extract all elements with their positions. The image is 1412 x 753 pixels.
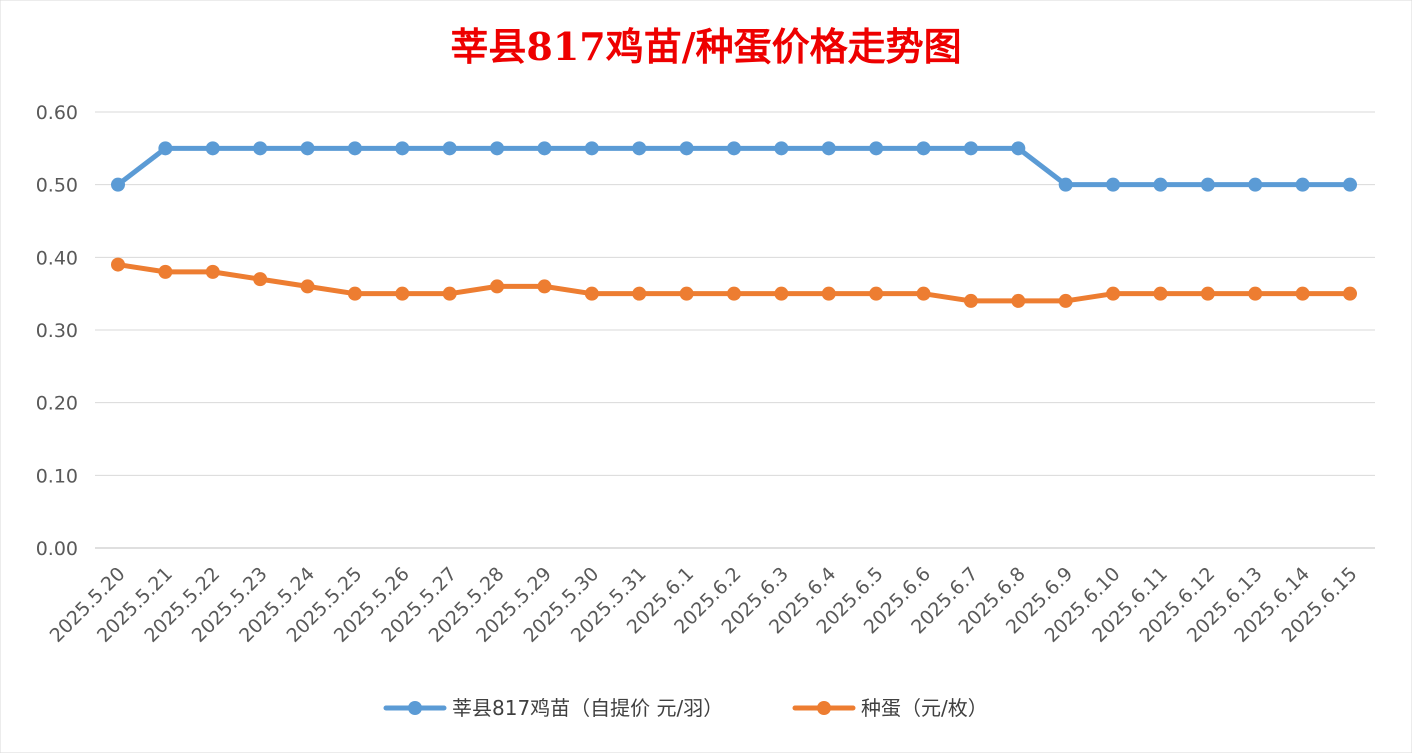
data-point bbox=[1248, 177, 1263, 192]
data-point bbox=[1106, 286, 1121, 301]
data-point bbox=[442, 141, 457, 156]
data-point bbox=[1106, 177, 1121, 192]
series-1 bbox=[111, 257, 1357, 308]
data-point bbox=[395, 141, 410, 156]
data-point bbox=[916, 286, 931, 301]
y-tick-label: 0.10 bbox=[36, 465, 78, 487]
data-point bbox=[679, 141, 694, 156]
data-point bbox=[1058, 177, 1073, 192]
data-point bbox=[347, 141, 362, 156]
data-point bbox=[821, 286, 836, 301]
data-point bbox=[490, 141, 505, 156]
data-point bbox=[774, 141, 789, 156]
data-point bbox=[300, 279, 315, 294]
series-0 bbox=[111, 141, 1357, 192]
data-point bbox=[1011, 293, 1026, 308]
data-point bbox=[869, 141, 884, 156]
legend-item: 种蛋（元/枚） bbox=[792, 696, 988, 720]
data-point bbox=[1011, 141, 1026, 156]
data-point bbox=[253, 272, 268, 287]
y-tick-label: 0.30 bbox=[36, 320, 78, 342]
data-point bbox=[537, 279, 552, 294]
data-point bbox=[869, 286, 884, 301]
data-point bbox=[727, 141, 741, 156]
data-point bbox=[963, 141, 978, 156]
y-tick-label: 0.50 bbox=[36, 175, 78, 197]
data-point bbox=[632, 141, 647, 156]
legend-label: 莘县817鸡苗（自提价 元/羽） bbox=[452, 696, 723, 720]
data-point bbox=[347, 286, 362, 301]
data-point bbox=[490, 279, 505, 294]
data-point bbox=[1295, 286, 1310, 301]
y-tick-label: 0.60 bbox=[36, 102, 78, 124]
data-point bbox=[395, 286, 410, 301]
legend-item: 莘县817鸡苗（自提价 元/羽） bbox=[383, 696, 723, 720]
data-point bbox=[1200, 286, 1215, 301]
y-tick-label: 0.40 bbox=[36, 247, 78, 269]
data-point bbox=[916, 141, 931, 156]
data-point bbox=[1295, 177, 1310, 192]
data-point bbox=[774, 286, 789, 301]
data-point bbox=[584, 141, 599, 156]
data-point bbox=[442, 286, 457, 301]
data-point bbox=[963, 293, 978, 308]
y-tick-label: 0.00 bbox=[36, 538, 78, 560]
series-layer bbox=[111, 141, 1357, 308]
data-point bbox=[537, 141, 552, 156]
data-point bbox=[205, 141, 220, 156]
y-axis-ticks: 0.00 0.10 0.20 0.30 0.40 0.50 0.60 bbox=[36, 102, 78, 560]
data-point bbox=[205, 264, 220, 279]
data-point bbox=[679, 286, 694, 301]
data-point bbox=[584, 286, 599, 301]
data-point bbox=[632, 286, 647, 301]
data-point bbox=[111, 257, 125, 272]
data-point bbox=[158, 141, 173, 156]
data-point bbox=[111, 177, 125, 192]
legend-label: 种蛋（元/枚） bbox=[861, 696, 988, 720]
data-point bbox=[821, 141, 836, 156]
data-point bbox=[1200, 177, 1215, 192]
legend-swatch-marker bbox=[408, 701, 422, 715]
legend-swatch-marker bbox=[817, 701, 831, 715]
data-point bbox=[1153, 286, 1168, 301]
y-tick-label: 0.20 bbox=[36, 393, 78, 415]
data-point bbox=[1248, 286, 1263, 301]
data-point bbox=[158, 264, 173, 279]
data-point bbox=[1058, 293, 1073, 308]
data-point bbox=[1153, 177, 1168, 192]
data-point bbox=[1343, 177, 1357, 192]
data-point bbox=[1343, 286, 1357, 301]
data-point bbox=[727, 286, 741, 301]
chart-title: 莘县817鸡苗/种蛋价格走势图 bbox=[450, 24, 961, 69]
legend: 莘县817鸡苗（自提价 元/羽） 种蛋（元/枚） bbox=[383, 696, 988, 720]
data-point bbox=[300, 141, 315, 156]
data-point bbox=[253, 141, 268, 156]
